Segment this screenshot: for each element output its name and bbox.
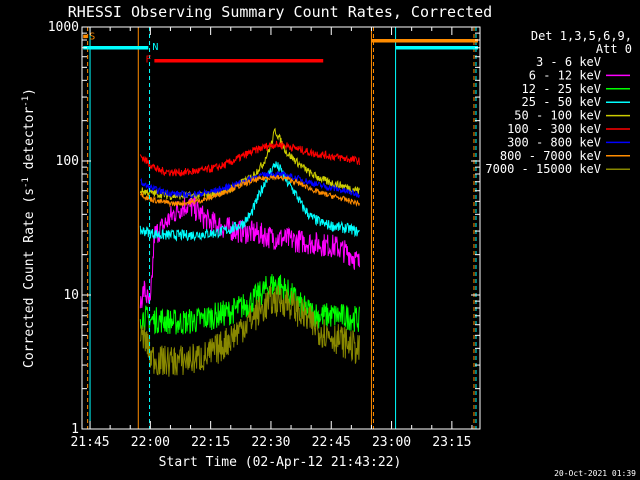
x-tick-label-0: 21:45 — [70, 435, 109, 450]
plot-frame — [81, 26, 481, 430]
y-tick-label-0: 1 — [71, 422, 79, 437]
x-tick-label-3: 22:30 — [251, 435, 290, 450]
legend-label-8: 7000 - 15000 keV — [485, 162, 601, 176]
y-tick-label-2: 100 — [56, 154, 79, 169]
y-axis-label-sup1: -1 — [21, 177, 31, 188]
x-tick-label-4: 22:45 — [312, 435, 351, 450]
legend-label-3: 25 - 50 keV — [522, 95, 601, 109]
series-layer — [139, 127, 360, 430]
footer-timestamp: 20-Oct-2021 01:39 — [554, 469, 636, 478]
x-tick-label-6: 23:15 — [432, 435, 471, 450]
series-line-8 — [139, 285, 360, 377]
x-tick-label-1: 22:00 — [131, 435, 170, 450]
series-line-6 — [140, 170, 360, 199]
axis-layer: 21:45 22:00 22:15 22:30 22:45 23:00 23:15 1 10 10… — [48, 20, 480, 450]
chart-title: RHESSI Observing Summary Count Rates, Co… — [68, 3, 492, 21]
legend-label-2: 12 - 25 keV — [522, 82, 601, 96]
y-axis-label-mid: detector — [22, 107, 37, 178]
series-line-3 — [139, 161, 360, 242]
series-line-5 — [139, 140, 360, 177]
flag-label-2: F — [145, 55, 151, 66]
series-line-2 — [139, 273, 360, 335]
flag-label-0: S — [89, 31, 95, 42]
y-tick-label-1: 10 — [63, 288, 79, 303]
legend-title-line1: Det 1,3,5,6,9, — [531, 29, 632, 43]
y-axis-label-end: ) — [22, 88, 37, 96]
x-axis-label: Start Time (02-Apr-12 21:43:22) — [159, 455, 402, 470]
legend-label-5: 100 - 300 keV — [507, 122, 601, 136]
y-axis-label: Corrected Count Rate (s-1 detector-1) — [21, 88, 37, 368]
y-axis-label-sup2: -1 — [21, 96, 31, 107]
y-axis-label-main: Corrected Count Rate (s — [22, 188, 37, 368]
flag-layer: S NF — [83, 27, 478, 429]
legend-label-0: 3 - 6 keV — [536, 55, 601, 69]
x-tick-label-2: 22:15 — [191, 435, 230, 450]
series-line-7 — [139, 174, 360, 208]
legend-label-1: 6 - 12 keV — [529, 68, 601, 82]
legend-label-6: 300 - 800 keV — [507, 135, 601, 149]
y-tick-label-3: 1000 — [48, 20, 79, 35]
flag-label-1: N — [152, 42, 158, 53]
legend-label-4: 50 - 100 keV — [514, 109, 601, 123]
x-tick-label-5: 23:00 — [372, 435, 411, 450]
legend-title-line2: Att 0 — [596, 42, 632, 56]
legend-label-7: 800 - 7000 keV — [500, 149, 601, 163]
